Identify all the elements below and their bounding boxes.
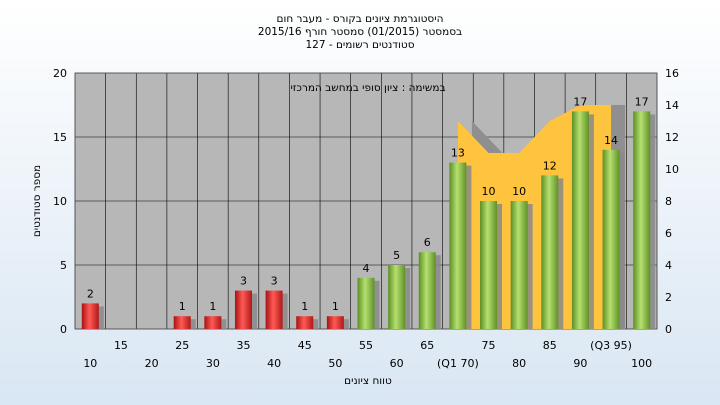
value-label: 1 [209,300,216,313]
chart-subtitle: במשימה : ציון סופי במחשב המרכזי [290,82,445,94]
bar [602,149,620,329]
x-tick-label: 50 [328,357,342,370]
y-tick-label: 20 [53,67,67,80]
x-tick-label: 90 [573,357,587,370]
x-tick-label: 55 [359,339,373,352]
x-axis-label: טווח ציונים [344,375,392,387]
value-label: 17 [635,95,649,108]
x-tick-label: 85 [543,339,557,352]
value-label: 14 [604,134,618,147]
bar [173,316,191,329]
x-tick-label: 20 [145,357,159,370]
y2-tick-label: 16 [665,67,679,80]
chart-title: היסטוגרמת ציונים בקורס - מעבר חום בסמסטר… [258,13,462,51]
x-tick-label: 35 [236,339,250,352]
bar [541,175,559,329]
y2-tick-label: 14 [665,99,679,112]
bar [418,252,436,329]
bars [81,111,656,330]
y-tick-label: 15 [53,131,67,144]
x-tick-label: 100 [631,357,652,370]
x-tick-label: 40 [267,357,281,370]
bar [204,316,222,329]
title-line-2: בסמסטר (01/2015) סמסטר חורף 2015/16 [258,26,462,38]
value-label: 2 [87,287,94,300]
value-label: 10 [512,185,526,198]
value-label: 1 [301,300,308,313]
value-label: 3 [271,275,278,288]
y2-axis-ticks: 0 2 4 6 8 10 12 14 16 [665,67,679,336]
bar [388,265,406,329]
y2-tick-label: 12 [665,131,679,144]
x-tick-label: 25 [175,339,189,352]
bar [265,290,283,329]
x-tick-label: 30 [206,357,220,370]
y-tick-label: 10 [53,195,67,208]
y2-tick-label: 8 [665,195,672,208]
x-tick-label: 65 [420,339,434,352]
x-axis-ticks: 10 15 20 25 30 35 40 45 50 55 60 65(Q1 70)75 80 85 90(… [83,339,652,370]
bar [234,290,252,329]
title-line-1: היסטוגרמת ציונים בקורס - מעבר חום [277,13,444,25]
bar [326,316,344,329]
y-axis-label: מספר סטודנטים [31,165,43,237]
value-label: 1 [179,300,186,313]
x-tick-label: 75 [482,339,496,352]
value-label: 13 [451,147,465,160]
x-tick-label: 15 [114,339,128,352]
bar [633,111,651,330]
x-tick-label: 60 [390,357,404,370]
title-line-3: סטודנטים רשומים - 127 [305,39,414,51]
value-label: 4 [363,262,370,275]
y2-tick-label: 10 [665,163,679,176]
value-label: 3 [240,275,247,288]
bar [510,201,528,329]
y2-tick-label: 0 [665,323,672,336]
y-axis-ticks: 0 5 10 15 20 [53,67,67,336]
y2-tick-label: 2 [665,291,672,304]
value-label: 17 [573,95,587,108]
y2-tick-label: 4 [665,259,672,272]
bar [480,201,498,329]
x-tick-label: (Q3 95) [590,339,632,352]
x-tick-label: 10 [83,357,97,370]
bar [571,111,589,330]
bar [357,277,375,329]
y-tick-label: 5 [60,259,67,272]
y-tick-label: 0 [60,323,67,336]
y2-tick-label: 6 [665,227,672,240]
bar [296,316,314,329]
grid-lines [74,72,658,330]
value-label: 10 [482,185,496,198]
bar [449,162,467,329]
value-label: 12 [543,159,557,172]
x-tick-label: 80 [512,357,526,370]
x-tick-label: 45 [298,339,312,352]
value-label: 5 [393,249,400,262]
value-label: 6 [424,236,431,249]
x-tick-label: (Q1 70) [437,357,479,370]
bar [81,303,99,329]
value-label: 1 [332,300,339,313]
